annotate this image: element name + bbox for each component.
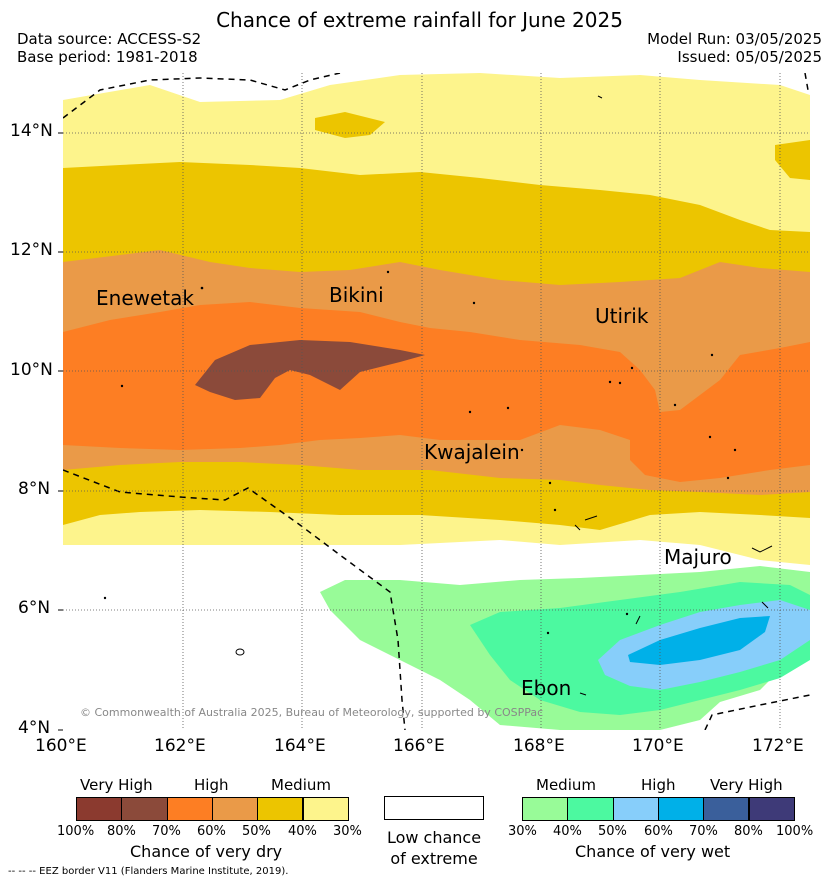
wet-header-very-high: Very High: [710, 776, 783, 794]
eez-border-lines: [63, 73, 810, 730]
dry-swatch-2: [166, 797, 213, 821]
wet-swatch-0: [522, 797, 569, 821]
wet-tick-80: 80%: [734, 824, 763, 839]
copyright-notice: © Commonwealth of Australia 2025, Bureau…: [80, 706, 544, 719]
lon-tick-168e: 168°E: [513, 736, 565, 756]
dry-tick-80: 80%: [107, 824, 136, 839]
place-enewetak: Enewetak: [96, 286, 194, 310]
dry-swatch-1: [121, 797, 168, 821]
place-bikini: Bikini: [329, 283, 384, 307]
wet-swatch-4: [703, 797, 750, 821]
model-run: Model Run: 03/05/2025: [647, 30, 822, 48]
wet-header-medium: Medium: [536, 776, 596, 794]
dry-swatch-4: [257, 797, 304, 821]
wet-swatch-3: [657, 797, 705, 821]
data-source: Data source: ACCESS-S2: [17, 30, 202, 48]
dry-tick-100: 100%: [57, 824, 95, 839]
low-chance-swatch: [384, 796, 484, 820]
place-utirik: Utirik: [595, 304, 649, 328]
lon-tick-162e: 162°E: [154, 736, 206, 756]
low-chance-label-1: Low chance: [386, 828, 482, 847]
dry-header-high: High: [194, 776, 229, 794]
eez-note: -- -- -- EEZ border V11 (Flanders Marine…: [8, 866, 289, 877]
lat-tick-6n: 6°N: [18, 598, 51, 618]
low-chance-label-2: of extreme: [390, 849, 478, 868]
wet-tick-40: 40%: [553, 824, 582, 839]
dry-swatch-5: [302, 797, 349, 821]
dry-swatch-3: [211, 797, 259, 821]
place-kwajalein: Kwajalein: [424, 440, 520, 464]
lon-tick-170e: 170°E: [632, 736, 684, 756]
dry-tick-50: 50%: [242, 824, 271, 839]
dry-40-50-blob-2: [775, 140, 810, 180]
islands: [103, 270, 737, 635]
dry-legend-title: Chance of very dry: [130, 842, 283, 861]
lat-tick-4n: 4°N: [18, 718, 51, 738]
wet-60-70-region: [628, 616, 770, 665]
dry-70-80-region: [195, 340, 425, 400]
place-majuro: Majuro: [664, 545, 732, 569]
wet-header-high: High: [641, 776, 676, 794]
dry-tick-70: 70%: [152, 824, 181, 839]
wet-tick-30: 30%: [508, 824, 537, 839]
wet-swatch-2: [612, 797, 659, 821]
wet-swatch-1: [567, 797, 614, 821]
place-ebon: Ebon: [521, 676, 572, 700]
lon-tick-166e: 166°E: [393, 736, 445, 756]
dry-header-medium: Medium: [271, 776, 331, 794]
issued-date: Issued: 05/05/2025: [677, 48, 822, 66]
wet-tick-50: 50%: [598, 824, 627, 839]
rainfall-map: [58, 73, 810, 731]
wet-legend-title: Chance of very wet: [575, 842, 731, 861]
dry-header-very-high: Very High: [80, 776, 153, 794]
lon-tick-160e: 160°E: [35, 736, 87, 756]
lon-tick-172e: 172°E: [752, 736, 804, 756]
atoll-outlines: [235, 95, 773, 696]
dry-40-50-blob: [315, 112, 385, 138]
lat-tick-8n: 8°N: [18, 479, 51, 499]
wet-swatch-5: [748, 797, 795, 821]
lat-tick-12n: 12°N: [10, 240, 53, 260]
lon-tick-164e: 164°E: [274, 736, 326, 756]
axis-tick-marks: [58, 132, 63, 731]
map-title: Chance of extreme rainfall for June 2025: [216, 8, 623, 32]
lat-tick-10n: 10°N: [10, 360, 53, 380]
dry-tick-40: 40%: [288, 824, 317, 839]
dry-tick-30: 30%: [333, 824, 362, 839]
wet-tick-60: 60%: [644, 824, 673, 839]
lat-tick-14n: 14°N: [10, 121, 53, 141]
wet-tick-100: 100%: [776, 824, 814, 839]
wet-tick-70: 70%: [689, 824, 718, 839]
dry-tick-60: 60%: [197, 824, 226, 839]
dry-swatch-0: [76, 797, 123, 821]
base-period: Base period: 1981-2018: [17, 48, 198, 66]
